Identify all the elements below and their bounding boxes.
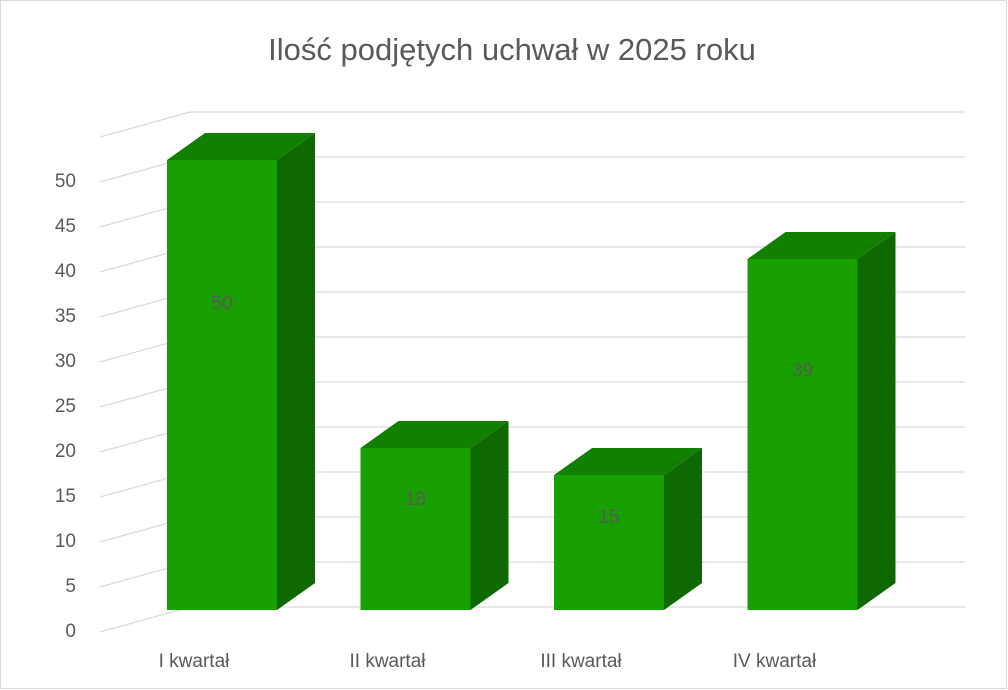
- y-tick-label: 15: [55, 486, 76, 507]
- y-tick-label: 40: [55, 261, 76, 282]
- bar-side: [470, 421, 509, 610]
- data-label: 39: [792, 360, 813, 381]
- y-tick-label: 5: [65, 576, 76, 597]
- grid-line: [99, 111, 965, 138]
- data-label: 15: [598, 507, 619, 528]
- y-tick-label: 25: [55, 396, 76, 417]
- data-label: 18: [405, 489, 426, 510]
- bar-top: [360, 421, 509, 448]
- data-label: 50: [211, 293, 232, 314]
- bar-top: [167, 133, 315, 160]
- chart-title: Ilość podjętych uchwał w 2025 roku: [268, 32, 756, 67]
- bar: [360, 448, 471, 610]
- y-tick-label: 0: [65, 621, 76, 642]
- bar-side: [277, 133, 315, 610]
- bar: [747, 259, 858, 610]
- x-tick-label: II kwartał: [349, 651, 426, 672]
- bar-side: [664, 448, 702, 610]
- x-tick-label: III kwartał: [540, 651, 622, 672]
- y-tick-label: 30: [55, 351, 76, 372]
- bar-side: [857, 232, 896, 610]
- y-tick-label: 50: [55, 171, 76, 192]
- bar: [554, 475, 664, 610]
- y-tick-label: 35: [55, 306, 76, 327]
- y-tick-label: 45: [55, 216, 76, 237]
- x-tick-label: IV kwartał: [733, 651, 817, 672]
- bar-top: [747, 232, 896, 259]
- bar: [167, 160, 277, 610]
- y-tick-label: 20: [55, 441, 76, 462]
- y-tick-label: 10: [55, 531, 76, 552]
- bar-top: [554, 448, 702, 475]
- x-tick-label: I kwartał: [159, 651, 231, 672]
